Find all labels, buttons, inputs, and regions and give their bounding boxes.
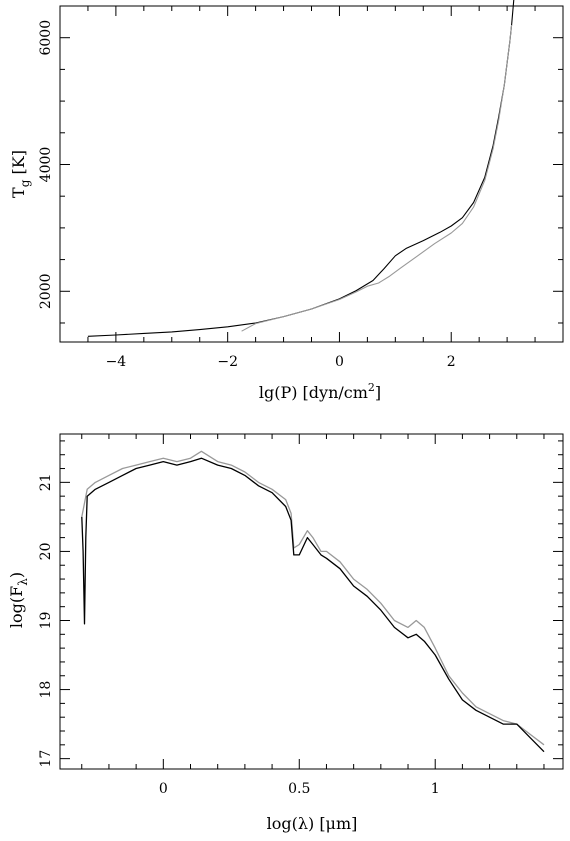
bottom-axis-ticks: 0 0.5 1 17 18 19 20 21 — [38, 434, 563, 797]
x-tick-label: 1 — [431, 781, 440, 797]
y-tick-label: 19 — [38, 612, 54, 630]
top-series-lines — [87, 0, 515, 337]
y-tick-label: 6000 — [38, 20, 54, 56]
x-tick-label: 0 — [159, 781, 168, 797]
x-tick-label: −2 — [217, 354, 238, 370]
bottom-y-axis-label: log(Fλ) — [7, 572, 30, 628]
top-axis-ticks: −4 −2 0 2 2000 4000 6000 — [38, 5, 564, 370]
y-tick-label: 17 — [38, 750, 54, 768]
x-tick-label: 2 — [447, 354, 456, 370]
top-x-axis-label: lg(P) [dyn/cm2] — [259, 381, 381, 402]
bottom-plot-frame — [59, 433, 564, 770]
top-y-axis-label: Tg [K] — [9, 150, 32, 198]
series-line-0 — [81, 450, 545, 746]
y-tick-label: 2000 — [38, 273, 54, 309]
series-line-1 — [81, 457, 545, 753]
series-line-0 — [87, 0, 515, 337]
y-tick-label: 4000 — [38, 147, 54, 183]
bottom-x-axis-label: log(λ) [μm] — [267, 814, 358, 833]
temperature-pressure-chart: −4 −2 0 2 2000 4000 6000 lg(P) [dyn/cm2] Tg [K… — [9, 0, 564, 402]
y-tick-label: 21 — [38, 473, 54, 491]
x-tick-label: 0 — [335, 354, 344, 370]
bottom-series-lines — [81, 450, 545, 753]
x-tick-label: 0.5 — [288, 781, 310, 797]
spectrum-chart: 0 0.5 1 17 18 19 20 21 log(λ) [μm] log(Fλ) — [7, 433, 564, 833]
x-tick-label: −4 — [106, 354, 127, 370]
top-plot-frame — [59, 5, 564, 343]
series-line-1 — [241, 24, 513, 332]
y-tick-label: 18 — [38, 681, 54, 699]
y-tick-label: 20 — [38, 543, 54, 561]
